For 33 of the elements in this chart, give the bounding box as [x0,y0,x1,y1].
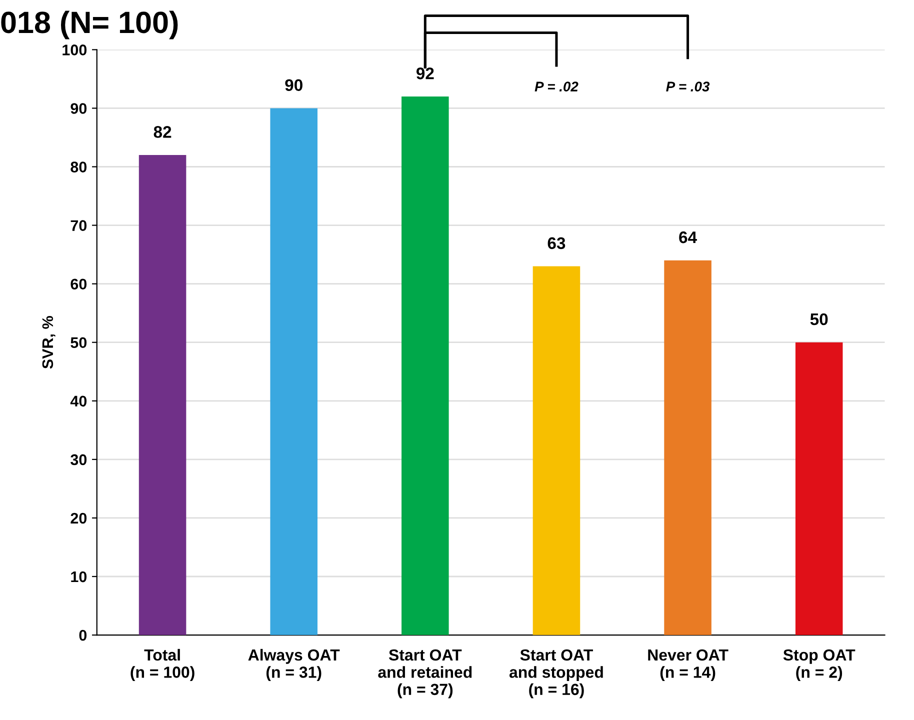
bar [664,260,712,636]
chart-title: 018 (N= 100) [1,10,178,40]
bar [795,342,843,636]
annotation: P = .02 [534,82,578,92]
y-tick-label: 70 [70,220,87,231]
x-tick-label: Never OAT (n = 14) [648,649,728,682]
y-axis-title: SVR, % [42,316,56,369]
x-tick-label: Total (n = 100) [130,648,194,682]
y-tick-label: 60 [70,278,87,290]
bar [270,108,318,636]
y-tick-label: 90 [70,103,87,114]
x-tick-label: Stop OAT (n = 2) [783,649,856,682]
annotation: P = .03 [666,82,710,92]
x-tick-label: Always OAT (n = 31) [248,648,340,682]
y-tick-label: 30 [70,454,87,466]
x-tick-label: Start OAT and stopped (n = 16) [509,649,603,698]
x-tick-label: Start OAT and retained (n = 37) [378,649,472,698]
y-tick-label: 20 [70,512,87,524]
y-tick-label: 100 [62,44,87,56]
y-tick-label: 0 [79,630,87,641]
data-label: 82 [154,126,172,138]
bar [402,96,449,636]
data-label: 64 [679,231,697,244]
data-label: 50 [810,313,828,326]
data-label: 63 [548,237,566,250]
y-tick-label: 80 [70,162,87,172]
bar [138,155,186,636]
data-label: 90 [285,79,302,92]
y-tick-label: 50 [70,337,87,348]
y-tick-label: 40 [70,396,87,407]
y-tick-label: 10 [71,571,87,582]
data-label: 92 [416,68,434,80]
bar [532,266,580,636]
